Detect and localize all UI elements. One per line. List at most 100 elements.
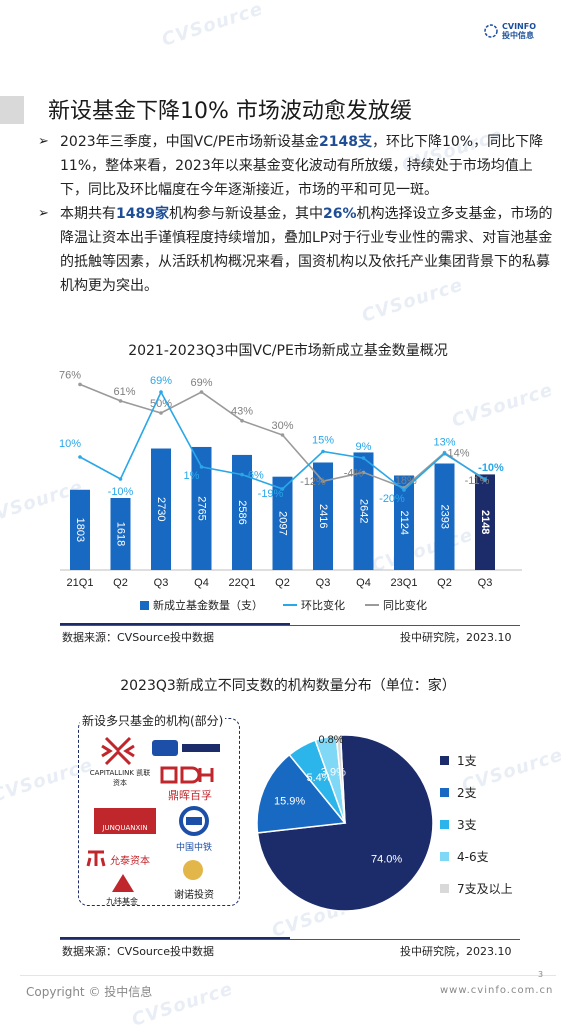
bar-swatch-icon	[140, 600, 149, 610]
yoy-label: 76%	[59, 369, 81, 381]
pie-slice-label: 74.0%	[371, 853, 402, 865]
bullet-text: ，环比下降10%，同比下降11%，整体来看，2023年以来基金变化波动有所放缓，…	[60, 134, 544, 198]
legend-label: 新成立基金数量（支）	[153, 599, 263, 612]
page-number: 3	[538, 970, 544, 979]
yoy-point	[280, 433, 285, 437]
legend-item-bar: 新成立基金数量（支）	[140, 597, 263, 613]
legend-swatch-icon	[440, 820, 449, 829]
qoq-label: 10%	[59, 438, 81, 450]
x-tick-label: Q3	[478, 577, 493, 589]
qoq-point	[240, 472, 244, 477]
qoq-label: -10%	[108, 486, 134, 498]
yoy-point	[118, 399, 123, 403]
org-jiuwei: 九纬基金	[106, 897, 138, 906]
line-swatch-icon	[283, 604, 297, 606]
qoq-point	[280, 487, 285, 491]
pie-legend-label: 4-6支	[457, 850, 489, 864]
logo-line1: CVINFO	[502, 22, 536, 31]
org-capitallink: CAPITALLINK 凯联资本	[89, 769, 151, 787]
bar-value-label: 1618	[115, 522, 127, 546]
title-accent-bar	[0, 96, 24, 124]
x-tick-label: Q2	[275, 577, 290, 589]
pie-legend-item: 1支	[440, 752, 477, 769]
copyright: Copyright © 投中信息	[26, 985, 153, 999]
chart1-legend: 新成立基金数量（支） 环比变化 同比变化	[140, 597, 427, 613]
pie-legend-item: 2支	[440, 784, 477, 801]
pie-slice	[335, 734, 346, 824]
org-logo-blue	[152, 740, 220, 756]
chart2-title: 2023Q3新成立不同支数的机构数量分布（单位：家）	[120, 678, 456, 694]
line-swatch-icon	[365, 604, 379, 606]
bullet-highlight: 26%	[322, 206, 357, 222]
pie-slice	[256, 753, 347, 834]
qoq-point	[78, 455, 82, 459]
pie-slice-label: 15.9%	[274, 795, 305, 807]
bar-value-label: 2124	[398, 510, 410, 534]
yoy-label: 14%	[447, 448, 469, 460]
x-tick-label: Q3	[316, 577, 331, 589]
legend-swatch-icon	[440, 884, 449, 893]
chart1-source: 数据来源：CVSource投中数据	[62, 631, 214, 644]
legend-item-qoq: 环比变化	[283, 597, 345, 613]
bar	[434, 463, 455, 570]
x-tick-label: Q4	[194, 577, 209, 589]
junquanxin-logo	[94, 808, 156, 834]
watermark: CVSource	[159, 0, 266, 51]
pie-slice-label: 5.4%	[306, 772, 331, 784]
qoq-point	[159, 390, 163, 394]
yoy-label: 30%	[271, 420, 293, 432]
pie-legend-item: 7支及以上	[440, 880, 513, 897]
page-title: 新设基金下降10% 市场波动愈发放缓	[48, 99, 412, 124]
org-xienuo: 谢诺投资	[174, 890, 214, 901]
qoq-label: -19%	[258, 488, 284, 500]
qoq-point	[199, 465, 204, 469]
legend-swatch-icon	[440, 756, 449, 765]
yoy-point	[78, 382, 82, 387]
fund-count-chart: 1803 21Q1 1618 Q2 2730 Q3 2765 Q4 2586 22Q1 2097 Q2…	[59, 369, 522, 589]
x-tick-label: 21Q1	[67, 577, 94, 589]
x-tick-label: Q3	[154, 577, 169, 589]
divider	[60, 625, 520, 626]
yoy-point	[321, 479, 325, 483]
bar	[70, 489, 90, 570]
qoq-label: -10%	[478, 462, 504, 474]
footer-url[interactable]: www.cvinfo.com.cn	[440, 985, 554, 996]
qoq-point	[118, 477, 123, 481]
qoq-label: 15%	[312, 435, 334, 447]
capitallink-logo	[101, 736, 135, 766]
bullet-item: ➢ 本期共有1489家机构参与新设基金，其中26%机构选择设立多支基金，市场的降…	[34, 202, 554, 298]
qoq-point	[402, 488, 406, 492]
qoq-label: 1%	[184, 470, 200, 482]
pie-legend-label: 1支	[457, 754, 477, 768]
bar-value-label: 2642	[358, 499, 370, 523]
bar-value-label: 2765	[196, 496, 208, 520]
qoq-point	[483, 477, 487, 481]
org-crec: 中国中铁	[175, 843, 212, 853]
pie-slice-label: 0.8%	[318, 734, 343, 746]
bar-value-label: 2416	[317, 504, 329, 528]
legend-label: 同比变化	[383, 599, 427, 612]
qoq-point	[361, 456, 366, 460]
legend-swatch-icon	[440, 852, 449, 861]
yoy-label: 43%	[231, 406, 253, 418]
arrow-bullet-icon: ➢	[38, 134, 49, 149]
bullet-item: ➢ 2023年三季度，中国VC/PE市场新设基金2148支，环比下降10%，同比…	[34, 130, 554, 202]
pie-legend-label: 2支	[457, 786, 477, 800]
yoy-label: -4%	[344, 467, 364, 479]
x-tick-label: Q2	[437, 577, 452, 589]
chart1-title: 2021-2023Q3中国VC/PE市场新成立基金数量概况	[128, 343, 448, 359]
bar	[110, 497, 131, 570]
org-distribution-pie: 74.0%15.9%5.4%3.9%0.8%	[256, 734, 434, 912]
qoq-label: -20%	[379, 493, 405, 505]
bar-value-label: 2148	[479, 510, 491, 534]
pie-legend-label: 3支	[457, 818, 477, 832]
yoy-label: -11%	[465, 475, 490, 487]
yoy-point	[159, 411, 163, 415]
dh-logo	[160, 766, 214, 784]
qoq-point	[321, 449, 325, 454]
bar	[313, 462, 333, 570]
org-panel-title: 新设多只基金的机构(部分)	[80, 712, 226, 729]
legend-swatch-icon	[440, 788, 449, 797]
bar	[272, 476, 293, 570]
qoq-label: -6%	[244, 470, 264, 482]
